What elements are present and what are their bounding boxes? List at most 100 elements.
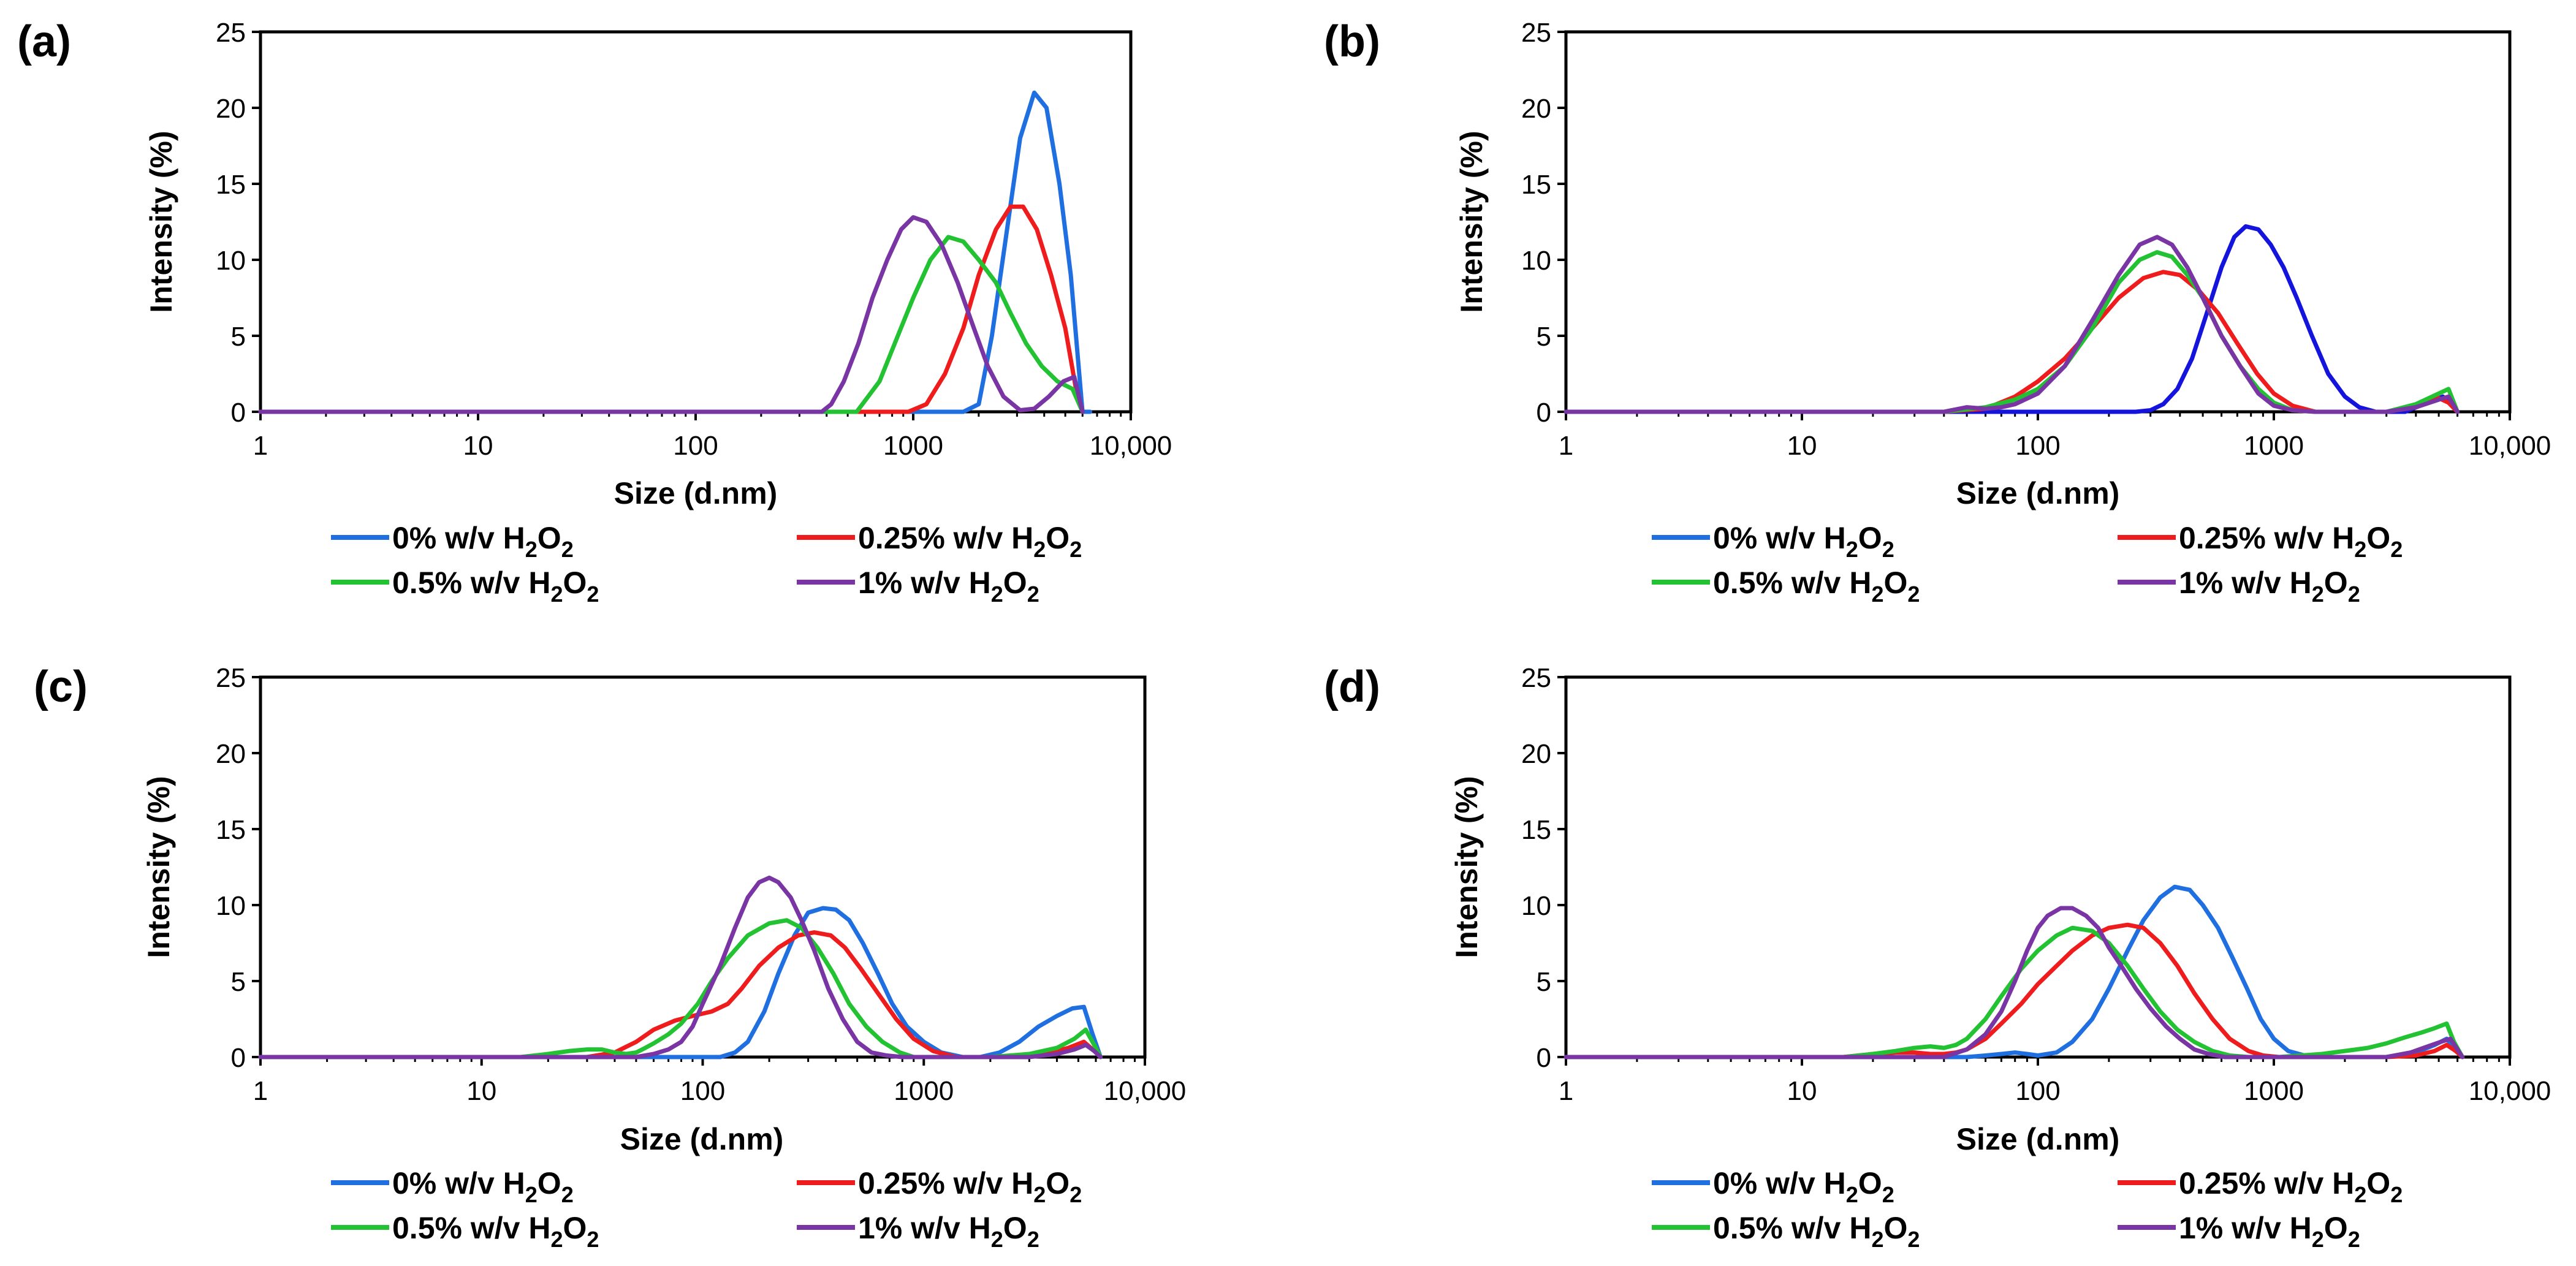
series-line	[1563, 925, 2465, 1059]
y-tick-label: 10	[216, 246, 246, 276]
x-tick-label: 1000	[2244, 431, 2304, 461]
panel-a-label: (a)	[17, 17, 71, 66]
panel-b: (b) 0 5 10 15 20 25 1 10 100 1000 10,000 Intensity…	[1324, 17, 2551, 607]
legend-item-1pct: 1% w/v H2O2	[797, 566, 1039, 607]
legend-text-1pct: 1% w/v H2O2	[858, 566, 1039, 607]
y-tick-label: 20	[216, 739, 246, 769]
x-tick-label: 1000	[883, 431, 943, 461]
series-line	[258, 235, 1085, 414]
legend-item-025pct: 0.25% w/v H2O2	[2118, 1166, 2403, 1207]
legend-item-0pct: 0% w/v H2O2	[1652, 521, 1894, 562]
legend-text-025pct: 0.25% w/v H2O2	[858, 521, 1082, 562]
legend-text-05pct: 0.5% w/v H2O2	[392, 566, 599, 607]
legend-text-1pct: 1% w/v H2O2	[858, 1211, 1039, 1252]
y-tick-label: 20	[1521, 739, 1551, 769]
y-tick-label: 20	[1521, 94, 1551, 124]
panel-d-xlabel: Size (d.nm)	[1956, 1122, 2120, 1156]
x-tick-label: 100	[680, 1076, 725, 1106]
series-line	[258, 930, 1103, 1059]
x-tick-label: 10,000	[2469, 1076, 2551, 1106]
y-tick-label: 25	[216, 663, 246, 693]
legend-text-0pct: 0% w/v H2O2	[392, 1166, 574, 1207]
legend-item-05pct: 0.5% w/v H2O2	[1652, 566, 1920, 607]
panel-d: (d) 0 5 10 15 20 25 1 10 100 1000 10,000 Intensity…	[1324, 662, 2551, 1252]
legend-item-05pct: 0.5% w/v H2O2	[331, 1211, 599, 1252]
panel-b-plot: 0 5 10 15 20 25 1 10 100 1000 10,000	[1521, 18, 2551, 461]
legend-text-1pct: 1% w/v H2O2	[2179, 1211, 2360, 1252]
legend-text-05pct: 0.5% w/v H2O2	[392, 1211, 599, 1252]
panel-c-plot: 0 5 10 15 20 25 1 10 100 1000 10,000	[216, 663, 1186, 1106]
y-tick-label: 10	[216, 891, 246, 921]
panel-c: (c) 0 5 10 15 20 25 1 10 100 1000 10,000 Intensity…	[34, 662, 1186, 1252]
x-tick-label: 100	[2015, 431, 2060, 461]
x-tick-label: 10	[1787, 431, 1817, 461]
x-tick-label: 100	[673, 431, 718, 461]
x-tick-label: 1	[253, 1076, 268, 1106]
panel-d-label: (d)	[1324, 662, 1380, 711]
y-tick-label: 0	[1537, 1043, 1551, 1073]
legend-item-0pct: 0% w/v H2O2	[331, 521, 574, 562]
y-tick-label: 0	[1537, 398, 1551, 428]
panel-c-xlabel: Size (d.nm)	[620, 1122, 784, 1156]
panel-d-ylabel: Intensity (%)	[1449, 776, 1484, 958]
y-tick-label: 5	[1537, 967, 1551, 997]
legend-text-025pct: 0.25% w/v H2O2	[858, 1166, 1082, 1207]
y-tick-label: 5	[231, 322, 246, 352]
y-tick-label: 25	[216, 18, 246, 48]
y-tick-label: 25	[1521, 663, 1551, 693]
series-line	[1563, 224, 2460, 414]
y-tick-label: 15	[216, 815, 246, 845]
legend-text-1pct: 1% w/v H2O2	[2179, 566, 2360, 607]
series-line	[258, 906, 1103, 1059]
legend-text-05pct: 0.5% w/v H2O2	[1713, 1211, 1920, 1252]
legend-item-025pct: 0.25% w/v H2O2	[797, 1166, 1082, 1207]
y-tick-label: 0	[231, 398, 246, 428]
panel-a: (a) 0 5 10 15 20 25 1 10 100 1000 10,000 Intensity…	[17, 17, 1172, 607]
x-tick-label: 1	[1559, 431, 1573, 461]
panel-b-xlabel: Size (d.nm)	[1956, 476, 2120, 510]
y-tick-label: 15	[216, 170, 246, 200]
y-tick-label: 10	[1521, 891, 1551, 921]
panel-d-plot: 0 5 10 15 20 25 1 10 100 1000 10,000	[1521, 663, 2551, 1106]
x-tick-label: 10	[1787, 1076, 1817, 1106]
x-tick-label: 1	[1559, 1076, 1573, 1106]
legend-item-025pct: 0.25% w/v H2O2	[797, 521, 1082, 562]
panel-a-legend: 0% w/v H2O2 0.25% w/v H2O2 0.5% w/v H2O2…	[331, 521, 1082, 607]
x-tick-label: 100	[2015, 1076, 2060, 1106]
series-line	[1563, 270, 2460, 414]
legend-text-0pct: 0% w/v H2O2	[392, 521, 574, 562]
y-tick-label: 10	[1521, 246, 1551, 276]
series-line	[258, 875, 1103, 1059]
x-tick-label: 1000	[2244, 1076, 2304, 1106]
plot-frame	[1564, 675, 2512, 1059]
panel-c-label: (c)	[34, 662, 88, 711]
panel-c-ylabel: Intensity (%)	[142, 776, 176, 958]
panel-b-label: (b)	[1324, 17, 1380, 66]
panel-c-legend: 0% w/v H2O2 0.25% w/v H2O2 0.5% w/v H2O2…	[331, 1166, 1082, 1252]
series-line	[258, 204, 1085, 414]
series-line	[258, 215, 1085, 414]
series-line	[258, 90, 1093, 414]
panel-b-ylabel: Intensity (%)	[1454, 131, 1489, 313]
x-tick-label: 1	[253, 431, 268, 461]
legend-text-05pct: 0.5% w/v H2O2	[1713, 566, 1920, 607]
series-line	[1563, 922, 2465, 1059]
y-tick-label: 0	[231, 1043, 246, 1073]
legend-item-0pct: 0% w/v H2O2	[331, 1166, 574, 1207]
legend-text-025pct: 0.25% w/v H2O2	[2179, 521, 2403, 562]
legend-text-0pct: 0% w/v H2O2	[1713, 521, 1894, 562]
legend-text-025pct: 0.25% w/v H2O2	[2179, 1166, 2403, 1207]
y-tick-label: 15	[1521, 815, 1551, 845]
x-tick-label: 10	[463, 431, 493, 461]
plot-frame	[1564, 30, 2512, 414]
legend-item-0pct: 0% w/v H2O2	[1652, 1166, 1894, 1207]
legend-item-1pct: 1% w/v H2O2	[797, 1211, 1039, 1252]
x-tick-label: 10,000	[1090, 431, 1172, 461]
series-line	[1563, 235, 2460, 414]
legend-item-1pct: 1% w/v H2O2	[2118, 566, 2360, 607]
y-tick-label: 5	[231, 967, 246, 997]
legend-item-025pct: 0.25% w/v H2O2	[2118, 521, 2403, 562]
series-line	[1563, 250, 2460, 414]
x-tick-label: 10,000	[2469, 431, 2551, 461]
panel-a-ylabel: Intensity (%)	[144, 131, 178, 313]
